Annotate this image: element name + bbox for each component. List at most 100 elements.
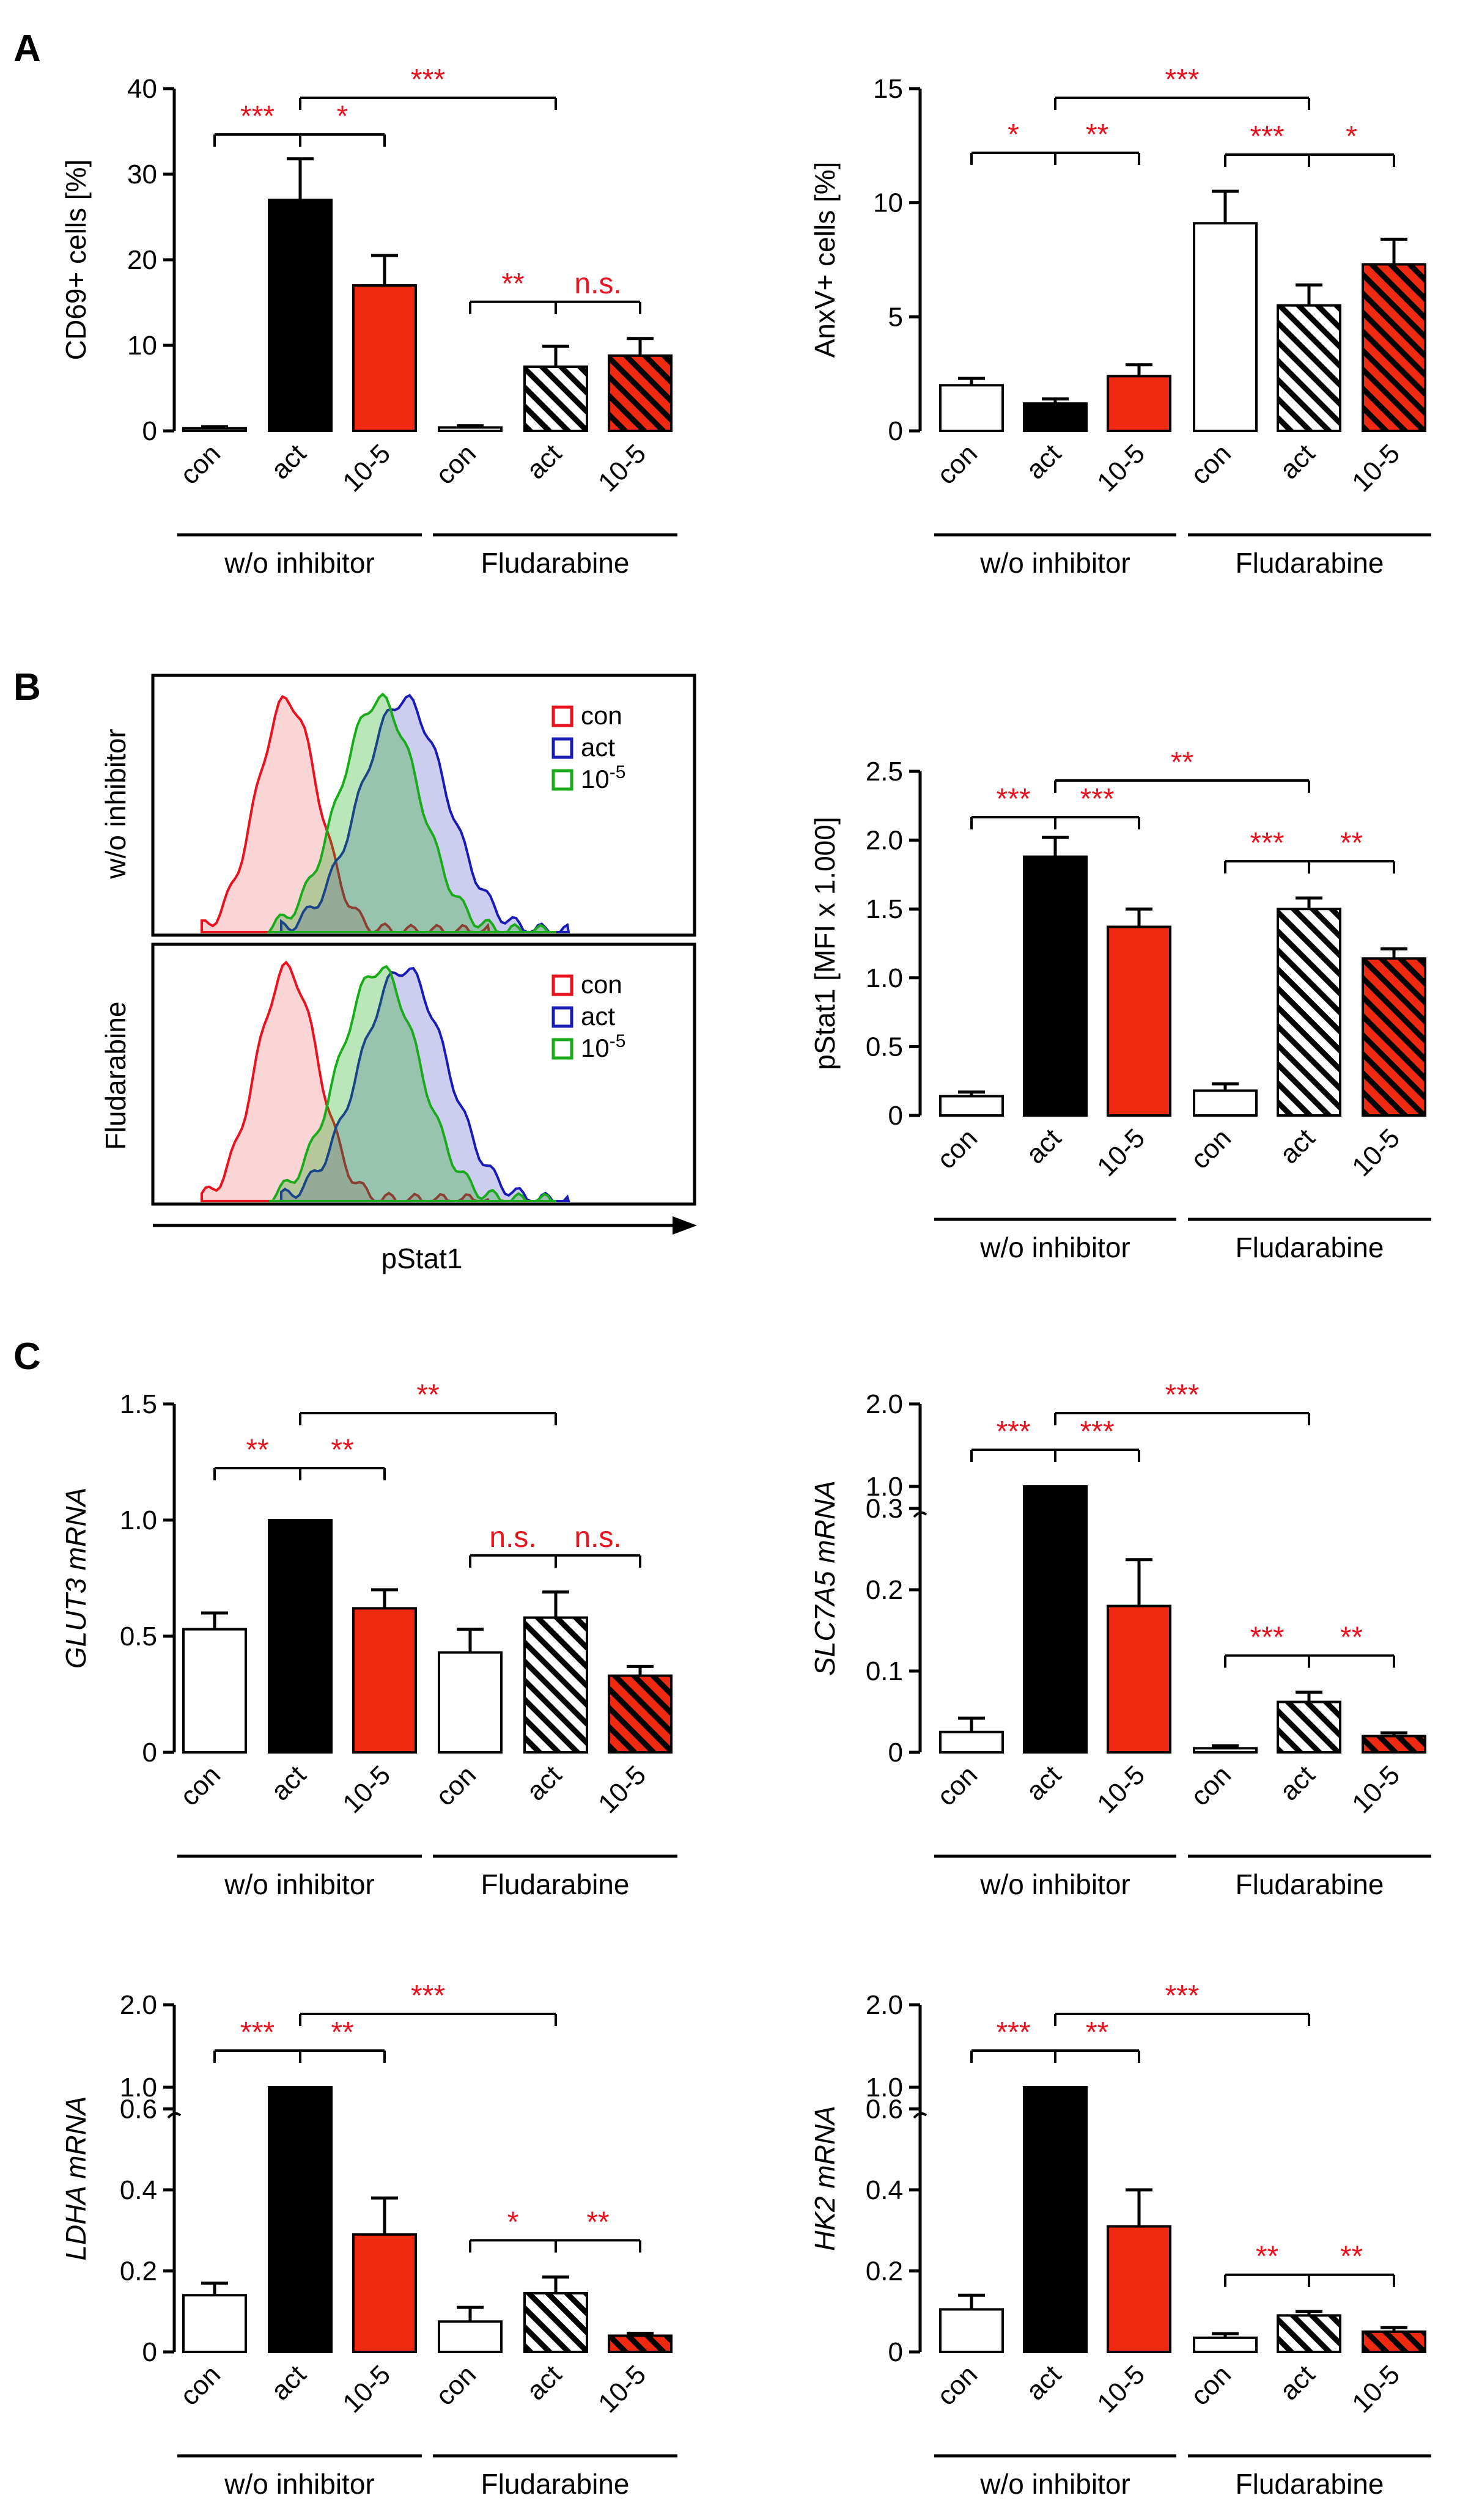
bar	[1023, 402, 1088, 433]
category-label-text: con	[931, 1123, 983, 1175]
category-label-text: con	[174, 1760, 226, 1812]
significance-label: ***	[1080, 1416, 1114, 1448]
legend-label: act	[581, 733, 615, 762]
significance-label: **	[1086, 119, 1108, 151]
y-axis-label: AnxV+ cells [%]	[809, 162, 841, 358]
y-tick-label: 2.0	[120, 1990, 157, 2020]
significance-label: ***	[1165, 64, 1199, 96]
significance-label: ***	[411, 64, 445, 96]
bar	[1193, 2336, 1258, 2353]
histogram-row-label-bottom: Fludarabine	[100, 1002, 131, 1150]
y-tick-label: 0	[888, 416, 903, 446]
significance-label: **	[1340, 827, 1363, 859]
y-axis-label: HK2 mRNA	[809, 2106, 841, 2251]
group-label-right: Fludarabine	[1236, 547, 1384, 579]
y-axis-label: pStat1 [MFI x 1.000]	[809, 817, 841, 1070]
y-tick-label: 1.0	[120, 2073, 157, 2103]
bar	[438, 2320, 503, 2354]
category-label: con	[1185, 1123, 1237, 1175]
y-tick-label: 0.5	[120, 1622, 157, 1651]
category-label: act	[1020, 438, 1067, 485]
category-label-text: con	[430, 1760, 482, 1812]
bar	[1107, 2225, 1171, 2353]
category-label-text: act	[265, 2359, 312, 2406]
category-label: act	[1020, 1123, 1067, 1169]
legend-swatch	[551, 769, 573, 791]
significance-label: **	[416, 1379, 439, 1411]
bar	[1277, 1700, 1341, 1754]
bar	[268, 1519, 333, 1754]
bar	[1023, 855, 1088, 1117]
category-label: con	[1185, 2359, 1237, 2411]
axis-break-icon	[167, 2112, 182, 2119]
y-tick-label: 0.4	[866, 2175, 903, 2205]
category-label: 10-5	[1091, 1123, 1151, 1182]
legend-label: 10-5	[581, 1031, 625, 1062]
category-label: 10-5	[1346, 438, 1406, 498]
y-tick-label: 0.1	[866, 1656, 903, 1686]
panel-label-b: B	[13, 666, 41, 708]
y-tick-label: 0	[142, 416, 157, 446]
bar	[939, 384, 1004, 432]
bar	[268, 2086, 333, 2115]
significance-label: **	[586, 2206, 609, 2238]
significance-label: **	[246, 1434, 268, 1466]
category-label: con	[430, 1760, 482, 1812]
significance-label: n.s.	[574, 268, 621, 300]
category-label: act	[265, 1760, 312, 1806]
bar	[438, 1651, 503, 1754]
bar	[1277, 304, 1341, 432]
bar	[438, 426, 503, 433]
bar	[1023, 2086, 1088, 2115]
significance-label: ***	[1250, 1622, 1284, 1654]
bar	[1362, 2330, 1426, 2354]
category-label: con	[931, 1123, 983, 1175]
category-label-text: con	[1185, 438, 1237, 490]
y-tick-label: 0.6	[866, 2094, 903, 2124]
bar	[352, 1607, 417, 1754]
category-label: 10-5	[337, 438, 396, 498]
category-label-text: 10-5	[1346, 2359, 1406, 2419]
y-tick-label: 1.0	[866, 1472, 903, 1502]
y-axis-label: GLUT3 mRNA	[60, 1488, 92, 1669]
category-label: act	[265, 438, 312, 485]
category-label: 10-5	[592, 2359, 652, 2419]
category-label-text: con	[174, 2359, 226, 2411]
category-label-text: act	[1274, 1760, 1321, 1806]
y-tick-label: 0	[888, 1738, 903, 1768]
group-label-left: w/o inhibitor	[979, 1232, 1130, 1263]
category-label-text: 10-5	[592, 2359, 652, 2419]
category-label: act	[521, 1760, 567, 1806]
histogram-10-5	[268, 964, 556, 1202]
y-tick-label: 20	[127, 245, 157, 275]
significance-label: ***	[240, 2016, 275, 2049]
category-label-text: 10-5	[1091, 438, 1151, 498]
category-label-text: 10-5	[337, 438, 396, 498]
category-label: 10-5	[337, 2359, 396, 2419]
category-label: act	[1274, 438, 1321, 485]
category-label-text: 10-5	[1346, 1760, 1406, 1819]
y-tick-label: 30	[127, 160, 157, 189]
y-tick-label: 2.0	[866, 826, 903, 856]
group-label-right: Fludarabine	[481, 547, 630, 579]
category-label: con	[1185, 438, 1237, 490]
bar	[182, 2294, 247, 2353]
category-label-text: 10-5	[592, 1760, 652, 1819]
significance-label: ***	[1250, 120, 1284, 153]
significance-label: **	[1340, 2241, 1363, 2273]
category-label: con	[174, 1760, 226, 1812]
category-label-text: act	[521, 2359, 567, 2406]
category-label-text: 10-5	[1091, 1123, 1151, 1182]
category-label: act	[1020, 1760, 1067, 1806]
significance-label: ***	[1080, 783, 1114, 815]
y-tick-label: 1.0	[866, 963, 903, 993]
legend-swatch	[551, 1038, 573, 1060]
y-tick-label: 2.5	[866, 757, 903, 787]
bar	[182, 1628, 247, 1754]
y-tick-label: 15	[873, 74, 903, 104]
category-label-text: 10-5	[1091, 2359, 1151, 2419]
y-tick-label: 2.0	[866, 1990, 903, 2020]
category-label: con	[931, 1760, 983, 1812]
